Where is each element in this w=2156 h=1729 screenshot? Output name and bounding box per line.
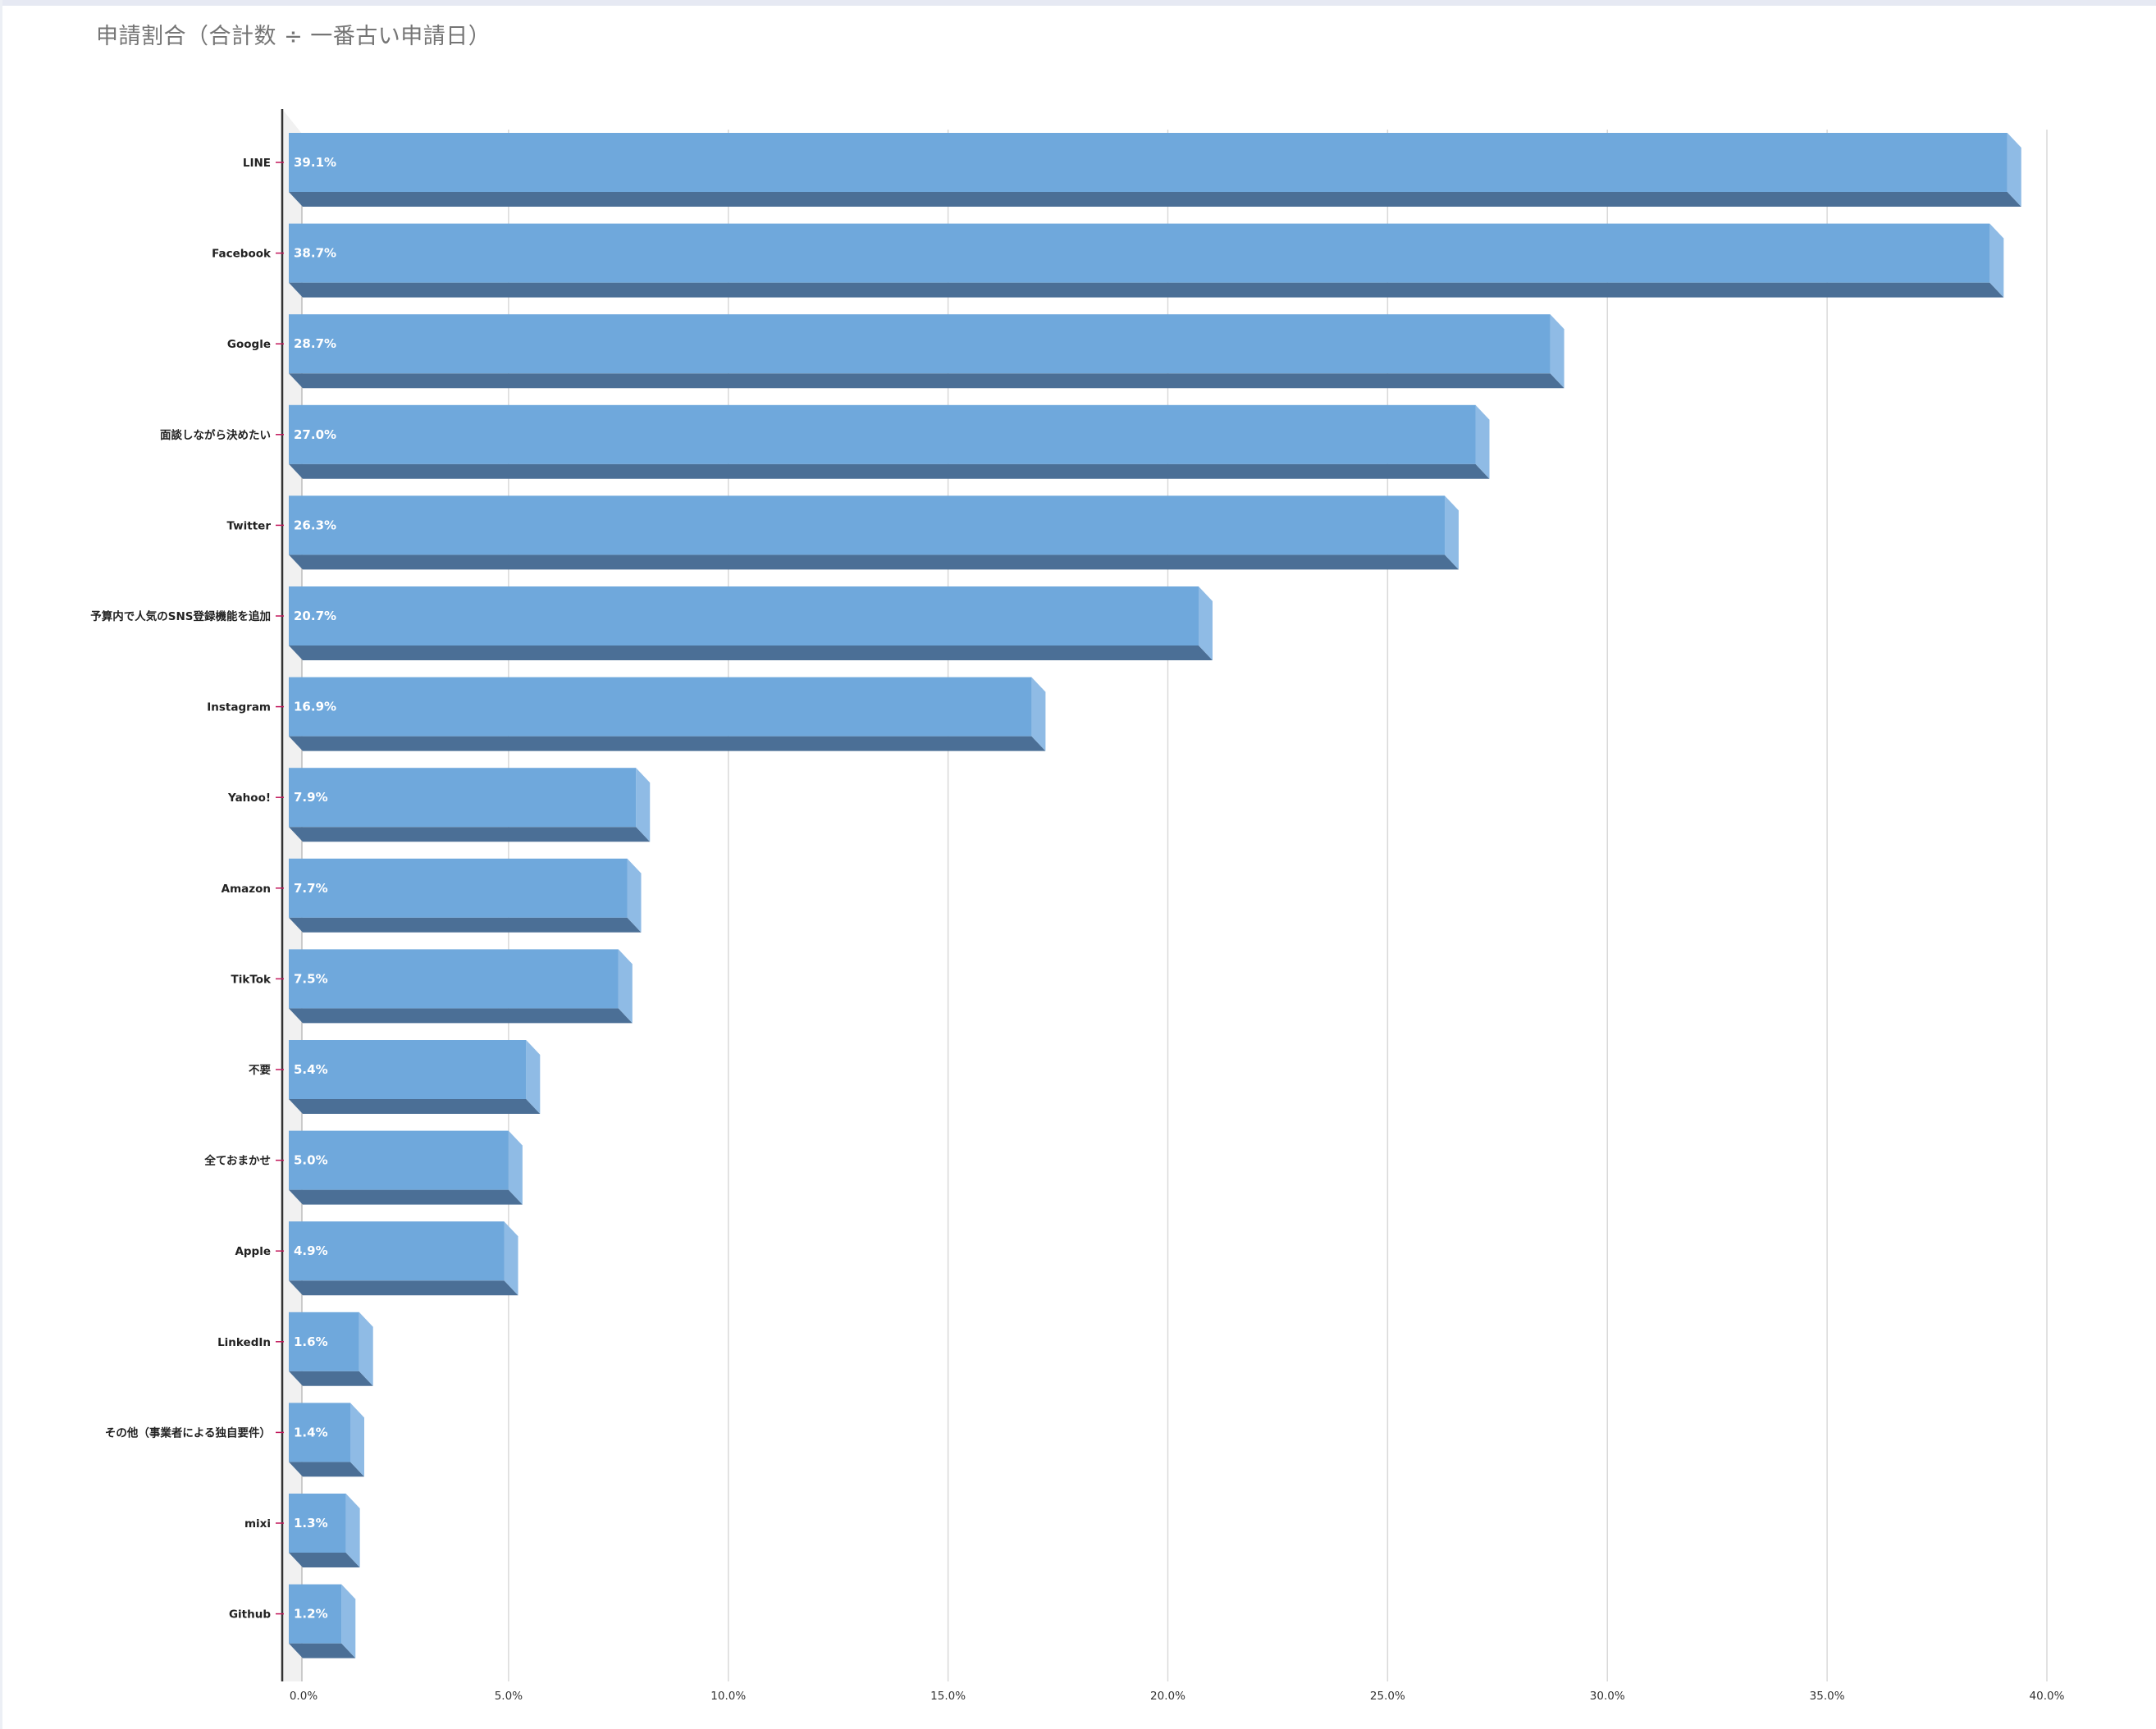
x-tick-label: 5.0% (495, 1690, 523, 1703)
x-tick-label: 25.0% (1370, 1690, 1405, 1703)
bar-bottom-face (289, 554, 1459, 570)
x-tick-label: 0.0% (290, 1690, 317, 1703)
bar-side-face (508, 1130, 523, 1205)
data-label: 1.6% (294, 1334, 328, 1349)
data-label: 39.1% (294, 155, 336, 170)
bar (289, 1403, 351, 1462)
data-label: 7.7% (294, 881, 328, 896)
bar-bottom-face (289, 1099, 541, 1114)
x-tick-label: 20.0% (1150, 1690, 1185, 1703)
bar-bottom-face (289, 827, 651, 842)
bar (289, 404, 1476, 464)
bar-bottom-face (289, 1189, 523, 1205)
bar (289, 858, 628, 918)
data-label: 27.0% (294, 427, 336, 442)
data-label: 1.2% (294, 1607, 328, 1622)
category-label: Apple (235, 1245, 271, 1258)
bar-bottom-face (289, 373, 1564, 389)
data-label: 7.9% (294, 790, 328, 805)
category-label: mixi (244, 1517, 271, 1531)
x-tick-label: 15.0% (930, 1690, 966, 1703)
bar (289, 1494, 346, 1553)
category-label: TikTok (231, 973, 272, 986)
bar-side-face (350, 1403, 365, 1477)
data-label: 26.3% (294, 518, 336, 532)
bar-bottom-face (289, 463, 1490, 479)
window-top-strip (0, 0, 2156, 6)
bar-bottom-face (289, 917, 642, 933)
data-label: 28.7% (294, 336, 336, 351)
category-label: Google (227, 338, 271, 351)
category-label: 予算内で人気のSNS登録機能を追加 (90, 609, 271, 623)
x-tick-label: 30.0% (1590, 1690, 1625, 1703)
bar (289, 949, 619, 1009)
data-label: 38.7% (294, 246, 336, 261)
bar (289, 223, 1990, 283)
bar-bottom-face (289, 1553, 360, 1567)
bar-side-face (636, 768, 651, 842)
bar-bottom-face (289, 646, 1213, 660)
bar-bottom-face (289, 282, 2004, 298)
bar (289, 314, 1551, 374)
bar-bottom-face (289, 1371, 373, 1386)
bar (289, 495, 1446, 555)
category-label: 不要 (249, 1064, 271, 1077)
bar (289, 1312, 359, 1371)
bar-side-face (345, 1494, 360, 1567)
bar-bottom-face (289, 192, 2021, 207)
x-tick-label: 35.0% (1810, 1690, 1845, 1703)
chart-title: 申請割合（合計数 ÷ 一番古い申請日） (96, 24, 491, 49)
category-label: 全ておまかせ (203, 1154, 271, 1168)
bar-bottom-face (289, 1280, 518, 1296)
x-tick-label: 40.0% (2030, 1690, 2065, 1703)
category-label: Facebook (212, 248, 272, 261)
category-label: Yahoo! (227, 792, 271, 805)
bar-side-face (1475, 404, 1490, 479)
category-label: LinkedIn (217, 1336, 271, 1349)
bar-side-face (1550, 314, 1564, 389)
bar-side-face (526, 1040, 541, 1114)
bar-bottom-face (289, 736, 1046, 751)
bar (289, 1130, 509, 1190)
category-label: Github (229, 1608, 271, 1622)
bar-bottom-face (289, 1462, 365, 1477)
category-label: 面談しながら決めたい (160, 428, 271, 442)
bar-bottom-face (289, 1008, 633, 1024)
bar (289, 1584, 342, 1644)
bar (289, 768, 637, 828)
bar-side-face (2007, 133, 2021, 207)
data-label: 5.4% (294, 1062, 328, 1077)
bar-side-face (359, 1312, 373, 1386)
category-label: その他（事業者による独自要件） (105, 1426, 271, 1439)
data-label: 5.0% (294, 1153, 328, 1168)
bar-side-face (1031, 677, 1046, 751)
bar (289, 586, 1199, 646)
data-label: 4.9% (294, 1243, 328, 1258)
data-label: 1.4% (294, 1425, 328, 1439)
bar-side-face (504, 1221, 518, 1296)
data-label: 1.3% (294, 1516, 328, 1531)
bar (289, 1040, 527, 1099)
bar-side-face (627, 858, 642, 933)
category-label: Twitter (226, 519, 271, 532)
category-label: LINE (243, 157, 271, 170)
category-label: Instagram (207, 701, 271, 714)
data-label: 7.5% (294, 971, 328, 986)
bar (289, 1221, 505, 1281)
bar (289, 677, 1032, 737)
category-label: Amazon (222, 883, 271, 896)
bar-side-face (1445, 495, 1459, 570)
data-label: 16.9% (294, 700, 336, 714)
bar-side-face (341, 1584, 356, 1658)
bar-bottom-face (289, 1643, 356, 1658)
data-label: 20.7% (294, 609, 336, 623)
window-left-edge (0, 0, 2, 1729)
bar-side-face (618, 949, 633, 1024)
bar (289, 133, 2008, 192)
bar-side-face (1989, 223, 2004, 298)
x-tick-label: 10.0% (710, 1690, 746, 1703)
bar-side-face (1199, 586, 1213, 660)
